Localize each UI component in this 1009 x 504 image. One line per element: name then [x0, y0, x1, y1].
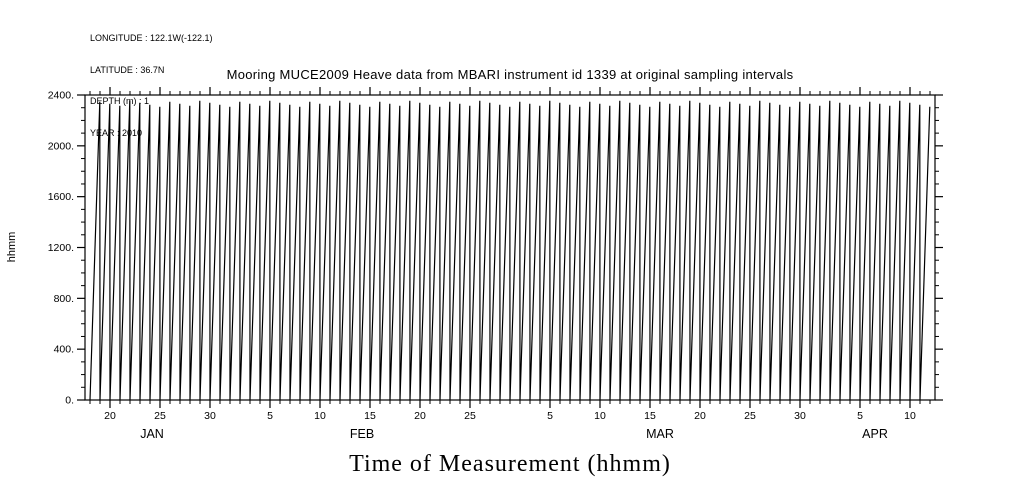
x-tick-label: 20 [104, 410, 116, 422]
x-tick-label: 5 [267, 410, 273, 422]
x-tick-label: 30 [794, 410, 806, 422]
x-tick-label: 20 [414, 410, 426, 422]
month-label: MAR [646, 427, 674, 441]
x-tick-label: 25 [744, 410, 756, 422]
x-tick-label: 30 [204, 410, 216, 422]
x-tick-label: 15 [364, 410, 376, 422]
header-latitude: LATITUDE : 36.7N [90, 64, 165, 75]
month-label: FEB [350, 427, 374, 441]
x-tick-label: 25 [154, 410, 166, 422]
month-label: APR [862, 427, 888, 441]
x-tick-label: 10 [314, 410, 326, 422]
chart-title: Mooring MUCE2009 Heave data from MBARI i… [226, 67, 794, 82]
y-tick-label: 800. [54, 293, 74, 305]
x-tick-label: 10 [594, 410, 606, 422]
y-tick-label: 1200. [48, 242, 74, 254]
y-tick-label: 1600. [48, 191, 74, 203]
y-tick-label: 0. [65, 395, 74, 407]
header-longitude: LONGITUDE : 122.1W(-122.1) [90, 33, 213, 43]
heave-time-series [89, 100, 931, 400]
x-tick-label: 15 [644, 410, 656, 422]
y-tick-label: 2400. [48, 90, 74, 102]
x-tick-label: 10 [904, 410, 916, 422]
x-tick-label: 5 [857, 410, 863, 422]
x-axis-title: Time of Measurement (hhmm) [349, 451, 671, 477]
header-year: YEAR : 2010 [90, 127, 143, 138]
y-tick-label: 400. [54, 344, 74, 356]
x-tick-label: 25 [464, 410, 476, 422]
x-tick-label: 5 [547, 410, 553, 422]
month-label: JAN [140, 427, 164, 441]
y-tick-label: 2000. [48, 140, 74, 152]
x-tick-label: 20 [694, 410, 706, 422]
